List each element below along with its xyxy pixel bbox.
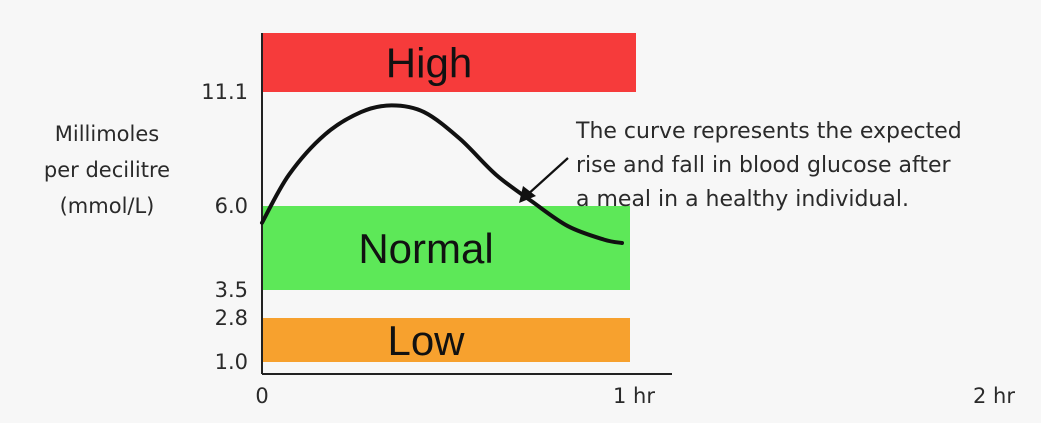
y-tick-label: 1.0	[215, 350, 248, 374]
band-label-low: Low	[387, 317, 465, 364]
glucose-curve	[260, 103, 624, 245]
y-axis-label-line-1: Millimoles	[54, 122, 160, 146]
y-tick-label: 3.5	[215, 278, 248, 302]
y-axis-label-line-3: (mmol/L)	[59, 194, 155, 218]
annotation-arrow	[519, 157, 569, 203]
annotation-line-3: a meal in a healthy individual.	[576, 187, 909, 212]
y-axis-label-line-2: per decilitre	[43, 158, 171, 182]
band-label-high: High	[386, 40, 472, 87]
band-normal	[262, 206, 630, 290]
ticks-layer: 1.0 2.8 3.5 6.0 11.1 0 1 hr 2 hr	[201, 80, 1015, 408]
axes-layer	[261, 33, 672, 375]
band-label-normal: Normal	[358, 225, 493, 272]
bands-layer: High Normal Low	[262, 33, 636, 364]
band-high	[262, 33, 636, 92]
y-axis-label: Millimoles per decilitre (mmol/L)	[12, 116, 202, 224]
annotation-line-2: rise and fall in blood glucose after	[576, 153, 951, 178]
band-low	[262, 318, 630, 362]
y-tick-label: 2.8	[215, 306, 248, 330]
curve-annotation: The curve represents the expected rise a…	[576, 115, 1036, 217]
annotation-line-1: The curve represents the expected	[576, 119, 962, 144]
x-tick-label: 0	[255, 384, 268, 408]
y-tick-label: 6.0	[215, 194, 248, 218]
x-tick-label: 1 hr	[613, 384, 655, 408]
y-tick-label: 11.1	[201, 80, 248, 104]
x-tick-label: 2 hr	[973, 384, 1015, 408]
